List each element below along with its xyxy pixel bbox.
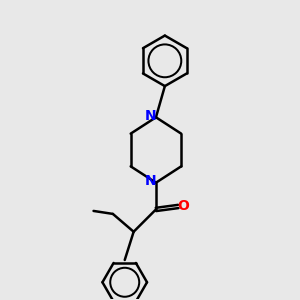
Text: O: O — [177, 200, 189, 214]
Text: N: N — [145, 174, 156, 188]
Text: N: N — [145, 109, 156, 123]
